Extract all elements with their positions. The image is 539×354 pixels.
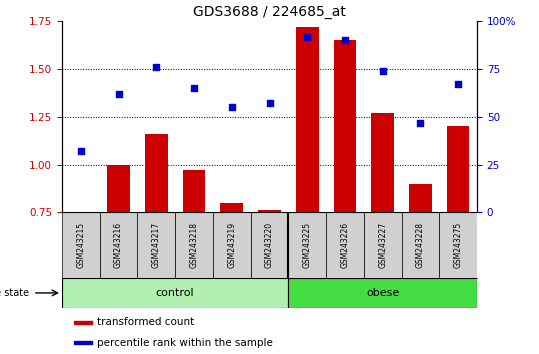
Text: GSM243215: GSM243215: [77, 222, 85, 268]
Text: GSM243216: GSM243216: [114, 222, 123, 268]
Text: GSM243228: GSM243228: [416, 222, 425, 268]
Bar: [402, 212, 439, 278]
Text: GSM243218: GSM243218: [190, 222, 198, 268]
Bar: [409, 184, 432, 212]
Bar: [439, 212, 477, 278]
Text: obese: obese: [366, 288, 399, 298]
Bar: [220, 203, 243, 212]
Text: GSM243226: GSM243226: [341, 222, 349, 268]
Text: percentile rank within the sample: percentile rank within the sample: [97, 338, 273, 348]
Bar: [371, 113, 394, 212]
Text: disease state: disease state: [0, 288, 29, 298]
Point: [114, 91, 123, 97]
Bar: [251, 212, 288, 278]
Point: [303, 34, 312, 39]
Bar: [175, 212, 213, 278]
Text: transformed count: transformed count: [97, 317, 195, 327]
Text: GSM243275: GSM243275: [454, 222, 462, 268]
Text: GSM243217: GSM243217: [152, 222, 161, 268]
Bar: [62, 212, 100, 278]
Bar: [74, 321, 92, 324]
Text: GSM243227: GSM243227: [378, 222, 387, 268]
Bar: [258, 211, 281, 212]
Bar: [326, 212, 364, 278]
Point: [341, 38, 349, 43]
Text: GSM243225: GSM243225: [303, 222, 312, 268]
Bar: [145, 134, 168, 212]
Bar: [100, 212, 137, 278]
Point: [227, 104, 236, 110]
Bar: [288, 278, 477, 308]
Bar: [288, 212, 326, 278]
Point: [190, 85, 198, 91]
Bar: [137, 212, 175, 278]
Bar: [107, 165, 130, 212]
Point: [454, 81, 462, 87]
Text: GSM243220: GSM243220: [265, 222, 274, 268]
Point: [77, 148, 85, 154]
Bar: [213, 212, 251, 278]
Bar: [296, 27, 319, 212]
Title: GDS3688 / 224685_at: GDS3688 / 224685_at: [193, 5, 346, 19]
Bar: [62, 278, 288, 308]
Point: [416, 120, 425, 125]
Text: control: control: [156, 288, 195, 298]
Bar: [74, 341, 92, 344]
Bar: [334, 40, 356, 212]
Point: [265, 101, 274, 106]
Bar: [447, 126, 469, 212]
Point: [378, 68, 387, 74]
Bar: [183, 170, 205, 212]
Point: [152, 64, 161, 70]
Bar: [364, 212, 402, 278]
Text: GSM243219: GSM243219: [227, 222, 236, 268]
